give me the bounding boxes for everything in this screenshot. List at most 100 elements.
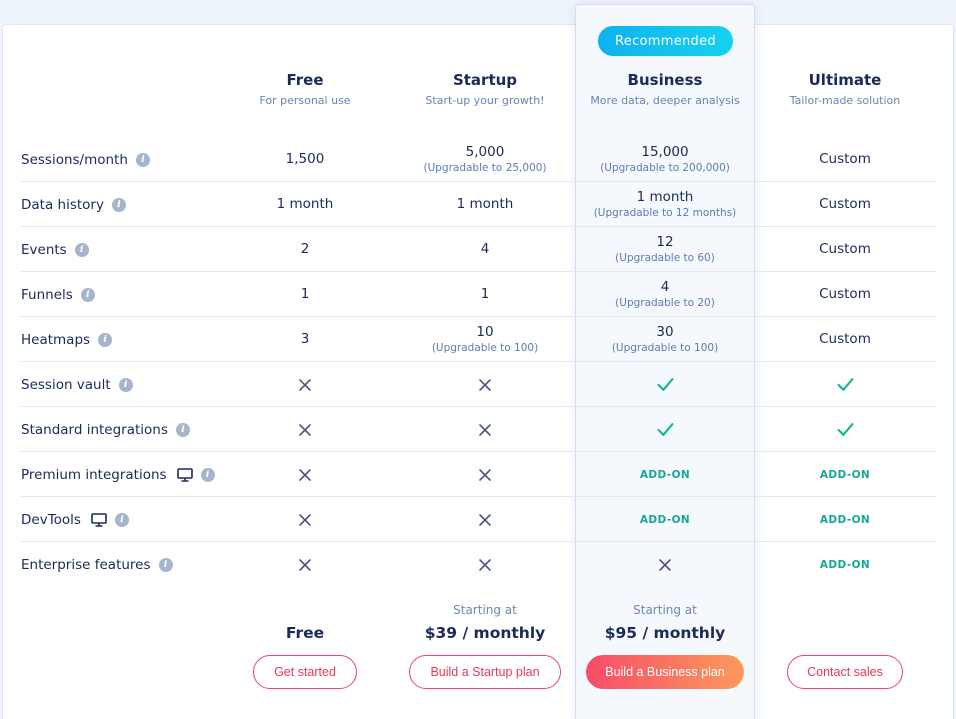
price-block-ultimate bbox=[755, 602, 935, 644]
price bbox=[755, 622, 935, 644]
cell-value: 30 bbox=[656, 324, 674, 340]
cta-button-business[interactable]: Build a Business plan bbox=[586, 655, 744, 689]
x-icon bbox=[478, 423, 492, 437]
feature-label: Standard integrations bbox=[21, 421, 168, 438]
feature-label-cell: Sessions/month i bbox=[21, 137, 150, 182]
price-label bbox=[215, 602, 395, 618]
cell-upgrade-note: (Upgradable to 25,000) bbox=[423, 162, 547, 174]
plan-cell-startup bbox=[395, 407, 575, 452]
cell-upgrade-note: (Upgradable to 100) bbox=[431, 342, 539, 354]
feature-label: Data history bbox=[21, 196, 104, 213]
plan-name: Business bbox=[627, 71, 703, 89]
feature-row: Events i 2 4 12 (Upgradable to 60) Custom bbox=[20, 227, 936, 272]
info-icon[interactable]: i bbox=[74, 242, 89, 257]
cell-value: 1 month bbox=[636, 189, 694, 205]
info-icon[interactable]: i bbox=[158, 557, 173, 572]
plan-cell-free bbox=[215, 452, 395, 497]
cta-button-startup[interactable]: Build a Startup plan bbox=[409, 655, 561, 689]
price-label bbox=[755, 602, 935, 618]
info-icon[interactable]: i bbox=[80, 287, 95, 302]
cell-value: 1 bbox=[480, 286, 490, 302]
cell-value: 5,000 bbox=[465, 144, 505, 160]
check-icon bbox=[837, 422, 854, 437]
cell-value: 10 bbox=[476, 324, 494, 340]
cell-value: 1 month bbox=[456, 196, 514, 212]
addon-label: ADD-ON bbox=[819, 558, 871, 571]
info-icon[interactable]: i bbox=[175, 422, 190, 437]
plan-cell-startup: 10 (Upgradable to 100) bbox=[395, 317, 575, 362]
price: Free bbox=[285, 624, 325, 642]
addon-label: ADD-ON bbox=[639, 513, 691, 526]
plan-cell-startup bbox=[395, 362, 575, 407]
plan-tagline: Start-up your growth! bbox=[425, 94, 545, 107]
plan-cell-free bbox=[215, 497, 395, 542]
feature-row: Funnels i 1 1 4 (Upgradable to 20) Custom bbox=[20, 272, 936, 317]
plan-tagline: More data, deeper analysis bbox=[590, 94, 740, 107]
x-icon bbox=[298, 378, 312, 392]
feature-label-cell: Events i bbox=[21, 227, 89, 272]
pricing-card bbox=[2, 24, 954, 719]
x-icon bbox=[478, 378, 492, 392]
plan-cell-ultimate: ADD-ON bbox=[755, 497, 935, 542]
plan-header-startup: Startup Start-up your growth! bbox=[395, 70, 575, 107]
plan-cell-ultimate: Custom bbox=[755, 272, 935, 317]
plan-cell-startup bbox=[395, 452, 575, 497]
price: $39 / monthly bbox=[424, 624, 546, 642]
addon-label: ADD-ON bbox=[639, 468, 691, 481]
x-icon bbox=[478, 513, 492, 527]
plan-cell-free bbox=[215, 362, 395, 407]
feature-row: Session vault i bbox=[20, 362, 936, 407]
feature-label: Sessions/month bbox=[21, 151, 128, 168]
feature-row: Data history i 1 month 1 month 1 month (Upgra… bbox=[20, 182, 936, 227]
plan-cell-startup: 1 bbox=[395, 272, 575, 317]
plan-cell-business bbox=[575, 407, 755, 452]
plan-cell-ultimate: ADD-ON bbox=[755, 542, 935, 587]
plan-name: Startup bbox=[452, 71, 518, 89]
cell-value: Custom bbox=[819, 331, 871, 347]
plan-cell-startup bbox=[395, 542, 575, 587]
feature-label-cell: Enterprise features i bbox=[21, 542, 173, 587]
cta-button-free[interactable]: Get started bbox=[253, 655, 357, 689]
cell-upgrade-note: (Upgradable to 200,000) bbox=[600, 162, 730, 174]
plan-cell-free bbox=[215, 407, 395, 452]
price-label: Starting at bbox=[633, 603, 697, 617]
info-icon[interactable]: i bbox=[114, 512, 129, 527]
cell-value: Custom bbox=[819, 241, 871, 257]
addon-label: ADD-ON bbox=[819, 468, 871, 481]
feature-label: Heatmaps bbox=[21, 331, 91, 348]
feature-label-cell: Funnels i bbox=[21, 272, 95, 317]
cell-value: Custom bbox=[819, 151, 871, 167]
cell-value: 1 bbox=[300, 286, 310, 302]
info-icon[interactable]: i bbox=[135, 152, 150, 167]
info-icon[interactable]: i bbox=[118, 377, 133, 392]
price-block-startup: Starting at $39 / monthly bbox=[395, 602, 575, 644]
plan-cell-ultimate: Custom bbox=[755, 182, 935, 227]
feature-label: Session vault bbox=[21, 376, 111, 393]
feature-label-cell: Data history i bbox=[21, 182, 126, 227]
desktop-monitor-icon bbox=[91, 512, 107, 527]
check-icon bbox=[657, 422, 674, 437]
plan-name: Ultimate bbox=[808, 71, 882, 89]
info-icon[interactable]: i bbox=[111, 197, 126, 212]
feature-label: DevTools bbox=[21, 511, 81, 528]
plan-header-free: Free For personal use bbox=[215, 70, 395, 107]
plan-cell-free bbox=[215, 542, 395, 587]
cta-button-ultimate[interactable]: Contact sales bbox=[787, 655, 903, 689]
plan-cell-ultimate: Custom bbox=[755, 317, 935, 362]
x-icon bbox=[298, 423, 312, 437]
info-icon[interactable]: i bbox=[98, 332, 113, 347]
feature-label-cell: DevTools i bbox=[21, 497, 129, 542]
plan-cell-startup: 1 month bbox=[395, 182, 575, 227]
plan-cell-free: 3 bbox=[215, 317, 395, 362]
plan-cell-startup: 5,000 (Upgradable to 25,000) bbox=[395, 137, 575, 182]
cell-upgrade-note: (Upgradable to 60) bbox=[615, 252, 715, 264]
plan-cell-business bbox=[575, 362, 755, 407]
cell-value: 15,000 bbox=[641, 144, 689, 160]
info-icon[interactable]: i bbox=[200, 467, 215, 482]
cell-value: 4 bbox=[480, 241, 490, 257]
feature-label-cell: Heatmaps i bbox=[21, 317, 113, 362]
plan-cell-business: 1 month (Upgradable to 12 months) bbox=[575, 182, 755, 227]
desktop-monitor-icon bbox=[176, 467, 193, 482]
cell-upgrade-note: (Upgradable to 12 months) bbox=[593, 207, 737, 219]
check-icon bbox=[837, 377, 854, 392]
